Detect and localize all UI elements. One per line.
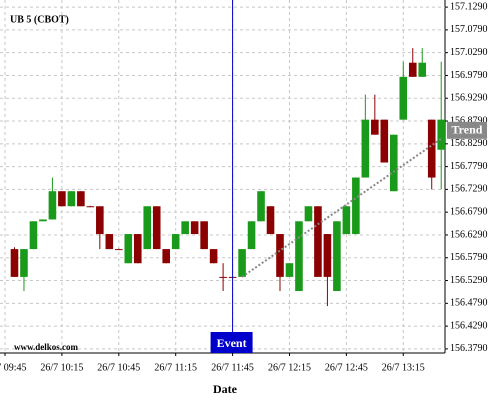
trend-label-box xyxy=(447,121,487,139)
candle-body xyxy=(209,249,218,264)
candle-body xyxy=(399,76,408,120)
candle-body xyxy=(295,221,303,292)
y-tick-label: 156.5290 xyxy=(450,275,488,286)
event-label-box xyxy=(210,332,253,353)
chart-title: UB 5 (CBOT) xyxy=(10,14,69,25)
event-label: Event xyxy=(217,336,247,350)
y-tick-label: 156.8290 xyxy=(450,138,488,149)
candle-body xyxy=(427,119,436,178)
candle-body xyxy=(124,234,133,264)
watermark: www.delkos.com xyxy=(14,342,79,352)
y-tick-label: 156.6790 xyxy=(450,206,488,217)
candle-body xyxy=(181,221,189,235)
candle-body xyxy=(143,206,152,250)
candle-body xyxy=(10,249,19,277)
candle-body xyxy=(247,221,256,250)
y-tick-label: 156.9290 xyxy=(450,93,488,104)
x-tick-label: 26/7 09:45 xyxy=(0,362,27,373)
candle-body xyxy=(20,249,28,277)
candle-body xyxy=(86,206,95,208)
y-tick-label: 156.5790 xyxy=(450,252,488,263)
candle-body xyxy=(219,276,227,278)
y-tick-label: 156.7290 xyxy=(450,184,488,195)
x-tick-label: 26/7 12:45 xyxy=(325,362,368,373)
candle-body xyxy=(352,177,360,235)
candle-body xyxy=(371,119,379,135)
candle-body xyxy=(342,206,351,235)
candle-body xyxy=(257,191,265,222)
trend-label: Trend xyxy=(452,123,483,137)
x-tick-label: 26/7 10:45 xyxy=(97,362,140,373)
candle-body xyxy=(171,234,180,250)
candle-body xyxy=(304,206,313,222)
y-tick-label: 157.0790 xyxy=(450,24,488,35)
candle-body xyxy=(29,221,38,250)
candle-body xyxy=(162,249,170,264)
candle-body xyxy=(266,206,275,235)
x-tick-label: 26/7 11:45 xyxy=(211,362,254,373)
y-tick-label: 157.1290 xyxy=(450,1,488,12)
candle-body xyxy=(276,234,284,277)
candle-body xyxy=(390,134,398,192)
candle-body xyxy=(96,206,104,235)
candle-body xyxy=(133,234,142,264)
x-tick-label: 26/7 12:15 xyxy=(268,362,311,373)
candle-body xyxy=(152,206,161,250)
candle-body xyxy=(200,221,208,250)
x-tick-label: 26/7 13:15 xyxy=(382,362,425,373)
candle-body xyxy=(115,249,123,251)
candle-body xyxy=(418,62,427,77)
marks xyxy=(10,0,445,353)
y-tick-label: 156.8790 xyxy=(450,115,488,126)
y-tick-label: 156.6290 xyxy=(450,229,488,240)
candle-body xyxy=(314,206,322,277)
candle-body xyxy=(437,119,445,150)
y-tick-label: 156.9790 xyxy=(450,70,488,81)
labels: 156.3790 156.4290 156.4790 156.5290 156.5790… xyxy=(0,1,488,373)
y-tick-label: 156.3790 xyxy=(450,343,488,354)
candle-body xyxy=(323,234,332,277)
candle-body xyxy=(48,191,57,220)
x-tick-label: 26/7 10:15 xyxy=(40,362,83,373)
x-axis-label: Date xyxy=(213,382,238,396)
candle-body xyxy=(238,249,246,277)
y-tick-label: 156.7790 xyxy=(450,161,488,172)
candle-body xyxy=(333,221,341,292)
candle-body xyxy=(67,191,76,207)
candle-body xyxy=(285,263,294,277)
candle-body xyxy=(105,234,114,250)
candle-body xyxy=(77,191,85,207)
y-tick-label: 156.4790 xyxy=(450,298,488,309)
candle-body xyxy=(408,62,417,77)
candle-body xyxy=(361,119,370,178)
y-tick-label: 157.0290 xyxy=(450,47,488,58)
y-tick-label: 156.4290 xyxy=(450,320,488,331)
candle-body xyxy=(58,191,66,207)
candle-body xyxy=(380,119,389,163)
candle-body xyxy=(190,221,199,235)
candle-body xyxy=(39,219,47,222)
trend-line xyxy=(241,137,442,278)
x-tick-label: 26/7 11:15 xyxy=(154,362,197,373)
